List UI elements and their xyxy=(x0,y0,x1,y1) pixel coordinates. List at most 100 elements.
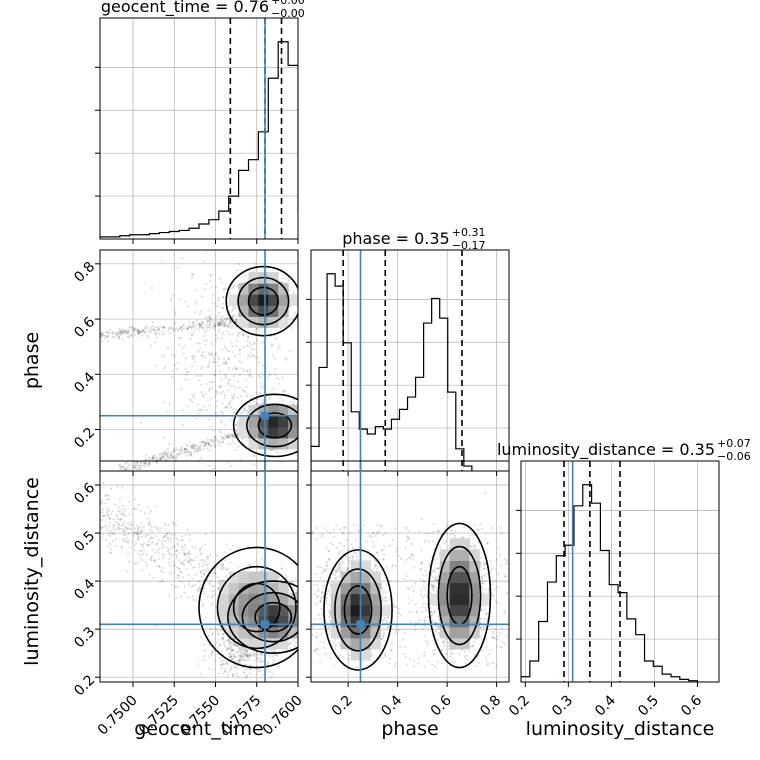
sample-point xyxy=(195,444,198,447)
sample-point xyxy=(198,580,201,583)
density-cell xyxy=(268,571,279,584)
sample-point xyxy=(169,327,172,330)
sample-point xyxy=(221,636,224,639)
sample-point xyxy=(149,558,152,561)
sample-point xyxy=(190,326,193,329)
sample-point xyxy=(164,539,167,543)
sample-point xyxy=(227,647,230,651)
sample-point xyxy=(235,268,238,272)
sample-point xyxy=(248,653,251,656)
density-cell xyxy=(238,593,249,606)
sample-point xyxy=(130,335,133,338)
sample-point xyxy=(246,344,250,348)
sample-point xyxy=(243,663,246,666)
sample-point xyxy=(217,440,220,443)
sample-point xyxy=(136,464,139,467)
sample-point xyxy=(222,642,226,645)
density-cell xyxy=(238,615,249,628)
sample-point xyxy=(236,546,239,549)
sample-point xyxy=(158,557,161,560)
density-cell xyxy=(248,426,259,439)
panel-title-geocent_time: geocent_time = 0.76 +0.00−0.00 xyxy=(101,0,305,20)
sample-point xyxy=(135,524,138,527)
sample-point xyxy=(144,462,147,465)
sample-point xyxy=(174,553,177,556)
sample-point xyxy=(176,538,179,541)
sample-point xyxy=(123,520,126,524)
sample-point xyxy=(237,565,240,568)
sample-point xyxy=(199,570,202,573)
sample-point xyxy=(226,404,229,407)
sample-point xyxy=(235,643,238,646)
sample-point xyxy=(232,666,235,670)
sample-point xyxy=(250,395,254,398)
density-cell xyxy=(278,604,289,617)
sample-point xyxy=(136,461,139,464)
sample-point xyxy=(242,670,246,674)
sample-point xyxy=(121,331,124,334)
sample-point xyxy=(245,659,248,662)
sample-point xyxy=(200,354,203,357)
sample-point xyxy=(245,650,248,653)
sample-point xyxy=(208,315,211,318)
sample-point xyxy=(234,423,238,426)
sample-point xyxy=(107,334,110,338)
sample-point xyxy=(206,328,209,331)
sample-point xyxy=(236,339,239,342)
sample-point xyxy=(243,655,247,658)
sample-point xyxy=(277,664,280,667)
sample-point xyxy=(111,335,114,338)
sample-point xyxy=(227,381,230,384)
sample-point xyxy=(183,552,186,555)
sample-point xyxy=(161,546,164,550)
sample-point xyxy=(198,323,201,326)
sample-point xyxy=(245,663,248,666)
sample-point xyxy=(226,316,229,320)
sample-point xyxy=(214,324,217,327)
sample-point xyxy=(156,528,159,531)
sample-point xyxy=(218,328,221,331)
sample-point xyxy=(150,559,153,562)
sample-point xyxy=(218,643,221,646)
sample-point xyxy=(106,494,109,497)
sample-point xyxy=(100,527,103,530)
sample-point xyxy=(186,451,189,454)
sample-point xyxy=(199,457,203,460)
sample-point xyxy=(163,401,166,404)
sample-point xyxy=(154,525,157,529)
sample-point xyxy=(156,542,159,545)
sample-point xyxy=(184,548,187,551)
sample-point xyxy=(177,543,180,547)
sample-point xyxy=(249,351,252,354)
sample-point xyxy=(133,464,137,467)
sample-point xyxy=(160,325,163,328)
sample-point xyxy=(189,452,193,455)
sample-point xyxy=(138,330,141,333)
sample-point xyxy=(108,542,111,545)
sample-point xyxy=(196,589,199,592)
sample-point xyxy=(158,453,161,456)
sample-point xyxy=(201,322,204,325)
sample-point xyxy=(221,663,224,666)
sample-point xyxy=(149,509,153,512)
truth-marker xyxy=(261,411,269,420)
sample-point xyxy=(232,649,235,652)
contour-0 xyxy=(254,601,293,633)
density-cell xyxy=(258,637,269,650)
sample-point xyxy=(190,446,193,449)
sample-point xyxy=(271,344,274,347)
sample-point xyxy=(199,323,202,326)
sample-point xyxy=(207,442,210,445)
sample-point xyxy=(224,668,228,671)
sample-point xyxy=(193,392,196,395)
sample-point xyxy=(177,329,180,332)
density-cell xyxy=(248,294,259,306)
sample-point xyxy=(111,510,114,513)
density-cell xyxy=(268,582,279,595)
contour-2 xyxy=(232,393,298,458)
sample-point xyxy=(197,350,200,353)
sample-point xyxy=(213,380,216,383)
sample-point xyxy=(127,330,130,333)
sample-point xyxy=(209,279,212,282)
sample-point xyxy=(110,487,113,490)
